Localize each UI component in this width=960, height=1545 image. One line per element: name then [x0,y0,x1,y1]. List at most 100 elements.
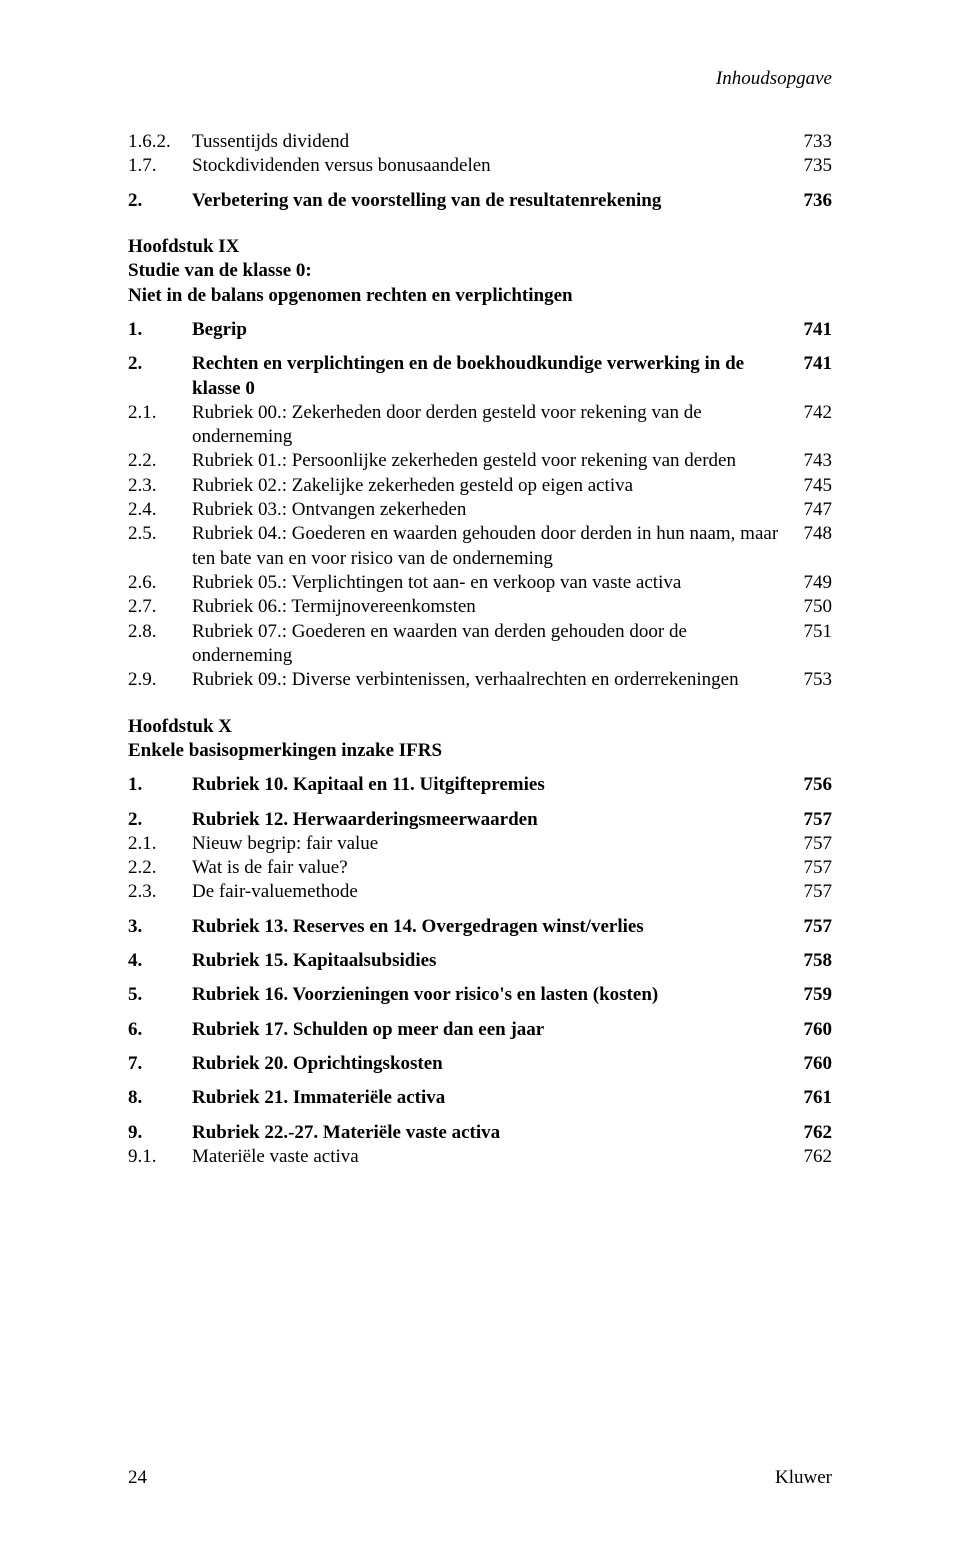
toc-page: 759 [788,983,832,1007]
toc-title: Rubriek 10. Kapitaal en 11. Uitgifteprem… [192,773,788,797]
toc-page: 749 [788,571,832,595]
toc-number: 4. [128,949,192,973]
toc-page: 757 [788,808,832,832]
toc-page: 760 [788,1018,832,1042]
toc-title: Rechten en verplichtingen en de boekhoud… [192,352,788,401]
toc-row: 2.3. Rubriek 02.: Zakelijke zekerheden g… [128,474,832,498]
running-header: Inhoudsopgave [128,68,832,90]
toc-row: 2.4. Rubriek 03.: Ontvangen zekerheden 7… [128,498,832,522]
toc-row: 2.9. Rubriek 09.: Diverse verbintenissen… [128,668,832,692]
toc-page: 748 [788,522,832,546]
toc-row: 2.1. Rubriek 00.: Zekerheden door derden… [128,401,832,450]
toc-row: 2.3. De fair-valuemethode 757 [128,880,832,904]
toc-title: Begrip [192,318,788,342]
toc-row: 1. Rubriek 10. Kapitaal en 11. Uitgiftep… [128,773,832,797]
toc-page: 736 [788,189,832,213]
toc-page: 741 [788,352,832,376]
toc-number: 2.3. [128,474,192,498]
toc-page: 745 [788,474,832,498]
toc-page: 750 [788,595,832,619]
toc-row: 2. Rechten en verplichtingen en de boekh… [128,352,832,401]
toc-row: 1.7. Stockdividenden versus bonusaandele… [128,154,832,178]
toc-row: 2.2. Wat is de fair value? 757 [128,856,832,880]
toc-title: Materiële vaste activa [192,1145,788,1169]
toc-row: 2.8. Rubriek 07.: Goederen en waarden va… [128,620,832,669]
toc-title: Nieuw begrip: fair value [192,832,788,856]
toc-title: Rubriek 04.: Goederen en waarden gehoude… [192,522,788,571]
toc-title: Verbetering van de voorstelling van de r… [192,189,788,213]
chapter-heading: Hoofdstuk IX Studie van de klasse 0: Nie… [128,235,832,308]
toc-page: 761 [788,1086,832,1110]
toc-page: 741 [788,318,832,342]
toc-row: 1. Begrip 741 [128,318,832,342]
toc-number: 2.3. [128,880,192,904]
toc-title: Wat is de fair value? [192,856,788,880]
page-content: Inhoudsopgave 1.6.2. Tussentijds dividen… [128,68,832,1169]
toc-number: 2.4. [128,498,192,522]
toc-row: 2. Verbetering van de voorstelling van d… [128,189,832,213]
toc-title: Rubriek 03.: Ontvangen zekerheden [192,498,788,522]
toc-page: 762 [788,1145,832,1169]
toc-number: 1. [128,773,192,797]
toc-row: 5. Rubriek 16. Voorzieningen voor risico… [128,983,832,1007]
toc-title: Rubriek 22.-27. Materiële vaste activa [192,1121,788,1145]
chapter-subtitle: Studie van de klasse 0: [128,259,788,283]
toc-row: 2.6. Rubriek 05.: Verplichtingen tot aan… [128,571,832,595]
toc-number: 6. [128,1018,192,1042]
toc-title: Rubriek 07.: Goederen en waarden van der… [192,620,788,669]
toc-number: 2.2. [128,449,192,473]
toc-number: 2.2. [128,856,192,880]
toc-row: 4. Rubriek 15. Kapitaalsubsidies 758 [128,949,832,973]
toc-number: 2. [128,352,192,376]
toc-page: 758 [788,949,832,973]
toc-title: Rubriek 16. Voorzieningen voor risico's … [192,983,788,1007]
chapter-subtitle: Enkele basisopmerkingen inzake IFRS [128,739,788,763]
toc-page: 743 [788,449,832,473]
toc-number: 2.8. [128,620,192,644]
toc-number: 2.1. [128,401,192,425]
toc-title: Rubriek 05.: Verplichtingen tot aan- en … [192,571,788,595]
toc-number: 2.1. [128,832,192,856]
toc-row: 2.5. Rubriek 04.: Goederen en waarden ge… [128,522,832,571]
toc-row: 1.6.2. Tussentijds dividend 733 [128,130,832,154]
toc-page: 735 [788,154,832,178]
toc-row: 2. Rubriek 12. Herwaarderingsmeerwaarden… [128,808,832,832]
toc-number: 2.9. [128,668,192,692]
toc-page: 760 [788,1052,832,1076]
toc-number: 1. [128,318,192,342]
toc-title: Rubriek 13. Reserves en 14. Overgedragen… [192,915,788,939]
toc-row: 2.2. Rubriek 01.: Persoonlijke zekerhede… [128,449,832,473]
toc-page: 757 [788,832,832,856]
toc-title: De fair-valuemethode [192,880,788,904]
toc-number: 2.6. [128,571,192,595]
toc-number: 2. [128,808,192,832]
page-footer: 24 Kluwer [128,1467,832,1489]
chapter-title: Hoofdstuk X [128,715,788,739]
toc-page: 733 [788,130,832,154]
toc-number: 8. [128,1086,192,1110]
toc-title: Rubriek 00.: Zekerheden door derden gest… [192,401,788,450]
toc-row: 9.1. Materiële vaste activa 762 [128,1145,832,1169]
toc-row: 3. Rubriek 13. Reserves en 14. Overgedra… [128,915,832,939]
toc-number: 5. [128,983,192,1007]
toc-page: 757 [788,915,832,939]
toc-title: Rubriek 12. Herwaarderingsmeerwaarden [192,808,788,832]
toc-row: 2.7. Rubriek 06.: Termijnovereenkomsten … [128,595,832,619]
toc-page: 757 [788,880,832,904]
toc-number: 2.5. [128,522,192,546]
toc-number: 1.7. [128,154,192,178]
chapter-heading: Hoofdstuk X Enkele basisopmerkingen inza… [128,715,832,764]
toc-row: 6. Rubriek 17. Schulden op meer dan een … [128,1018,832,1042]
toc-page: 751 [788,620,832,644]
toc-number: 3. [128,915,192,939]
toc-title: Rubriek 01.: Persoonlijke zekerheden ges… [192,449,788,473]
toc-number: 9. [128,1121,192,1145]
toc-row: 8. Rubriek 21. Immateriële activa 761 [128,1086,832,1110]
toc-page: 762 [788,1121,832,1145]
toc-number: 9.1. [128,1145,192,1169]
toc-row: 9. Rubriek 22.-27. Materiële vaste activ… [128,1121,832,1145]
toc-page: 756 [788,773,832,797]
toc-page: 742 [788,401,832,425]
toc-title: Rubriek 20. Oprichtingskosten [192,1052,788,1076]
toc-row: 7. Rubriek 20. Oprichtingskosten 760 [128,1052,832,1076]
